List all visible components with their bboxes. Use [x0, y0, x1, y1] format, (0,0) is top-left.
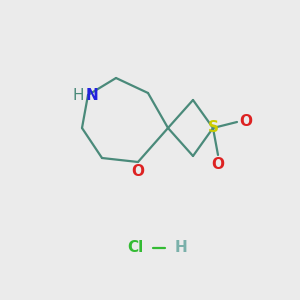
Text: S: S	[208, 121, 218, 136]
Text: O: O	[239, 115, 252, 130]
Text: H: H	[73, 88, 84, 103]
Text: O: O	[212, 157, 224, 172]
Text: Cl: Cl	[127, 241, 143, 256]
Text: N: N	[86, 88, 99, 103]
Text: O: O	[131, 164, 145, 179]
Text: H: H	[175, 241, 188, 256]
